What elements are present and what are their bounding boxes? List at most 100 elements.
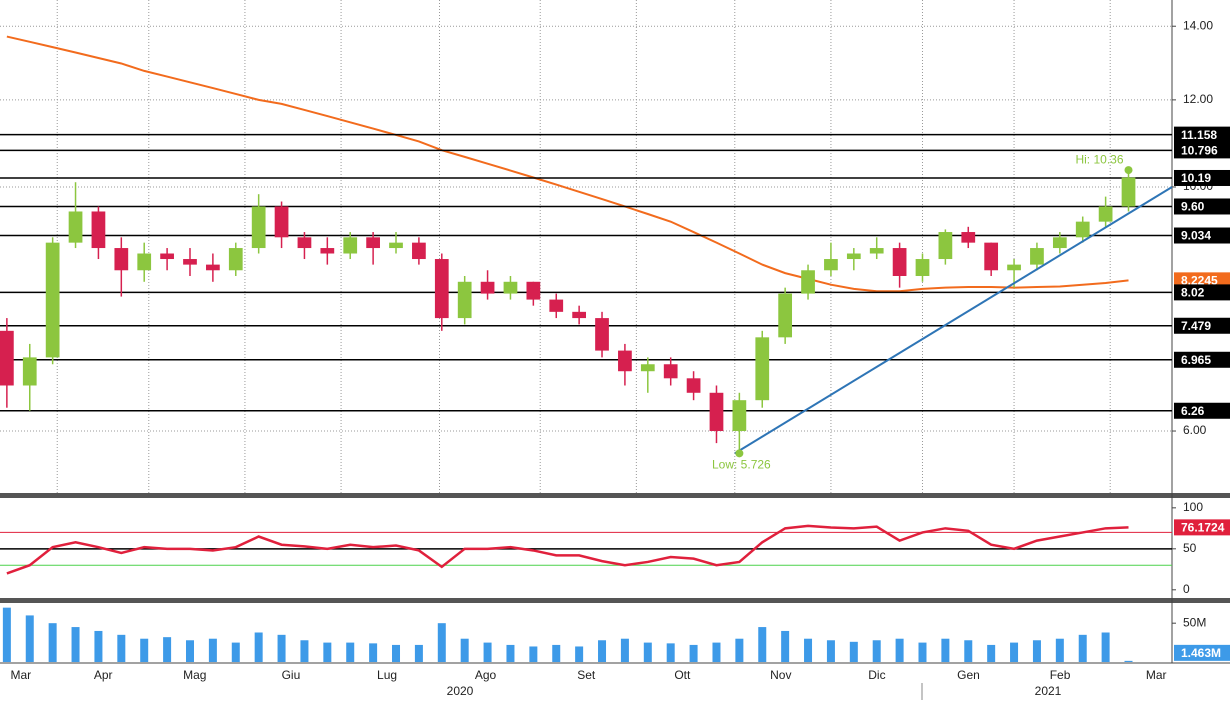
candle-body [892,248,907,276]
x-tick-label: Mag [183,668,206,682]
volume-bar [25,615,34,662]
candle-body [320,248,335,254]
candle-body [663,364,678,379]
level-box [1174,351,1230,368]
rsi-line [6,524,1129,575]
x-tick-label: Nov [770,668,791,682]
candle-body [1075,221,1090,238]
annotation-dot [735,449,744,458]
volume-bar [1010,642,1019,662]
volume-bar [918,642,927,662]
volume-bar [71,627,80,662]
volume-bar [185,640,194,662]
candle-body [1007,264,1021,271]
x-tick-label: Apr [94,668,113,682]
level-label: 10.796 [1181,144,1218,158]
volume-bar [552,644,561,662]
candle-body [160,253,174,260]
x-tick-label: Feb [1050,668,1071,682]
volume-bar [575,646,584,662]
volume-bar [620,638,629,662]
volume-bar [758,627,767,662]
volume-bar [666,643,675,662]
candle-body [824,259,838,271]
candle-body [915,259,930,276]
candle-body [389,242,403,249]
volume-bar [300,640,309,662]
candle-body [480,281,495,294]
volume-bar [369,643,378,662]
volume-bar [987,644,996,662]
volume-bar [849,641,858,662]
candle-body [618,350,632,372]
level-label: 9.034 [1181,229,1211,243]
volume-bar [529,646,538,662]
volume-bar [346,642,355,662]
level-box [1174,227,1230,244]
candle-body [297,237,312,249]
volume-bar [872,640,881,662]
y-tick-label: 0 [1183,582,1190,596]
candle-body [1052,237,1067,249]
volume-bar [689,644,698,662]
ma-last-label: 8.2245 [1181,274,1218,288]
candle-body [961,232,976,243]
volume-bar [323,642,332,662]
x-tick-label: Set [577,668,596,682]
candle-body [846,253,861,260]
rsi-last-box [1174,519,1230,536]
candle-body [434,259,449,319]
volume-bar [598,640,607,662]
candle-body [412,242,426,260]
candle-body [22,357,37,386]
candle-body [1030,248,1044,265]
x-tick-label: Mar [1146,668,1167,682]
volume-bar [506,644,515,662]
candle-body [572,311,586,319]
volume-bar [643,642,652,662]
candle-body [206,264,220,271]
y-tick-label: 50M [1183,615,1206,629]
volume-bar [94,630,103,662]
level-box [1174,317,1230,334]
volume-bar [964,640,973,662]
candle-body [45,242,60,358]
candle-body [228,248,243,271]
volume-bar [941,638,950,662]
candle-body [137,253,152,271]
candle-body [1121,177,1136,207]
y-tick-label: 14.00 [1183,18,1213,32]
level-label: 9.60 [1181,200,1205,214]
volume-bar [483,642,492,662]
candle-body [732,400,747,432]
volume-last-box [1174,644,1230,661]
candle-body [183,259,197,265]
volume-bar [117,634,126,662]
candle-body [709,392,724,432]
candle-body [984,242,999,271]
volume-last-label: 1.463M [1181,646,1221,660]
candle-body [938,232,953,260]
level-label: 8.02 [1181,286,1205,300]
trendline [734,186,1173,455]
ma-last-box [1174,272,1230,289]
volume-bar [1032,640,1041,662]
volume-bar [208,638,217,662]
volume-bar [1124,660,1133,662]
volume-bar [735,638,744,662]
volume-bar [231,642,240,662]
year-label: 2021 [1035,684,1062,698]
volume-bar [781,630,790,662]
volume-bar [1078,634,1087,662]
volume-bar [895,638,904,662]
x-tick-label: Giu [282,668,301,682]
candle-body [114,248,129,271]
moving-average [6,35,1129,293]
candle-body [343,237,358,254]
volume-bar [826,640,835,662]
volume-bar [163,637,172,662]
candle-body [869,248,884,254]
candle-body [640,364,655,372]
